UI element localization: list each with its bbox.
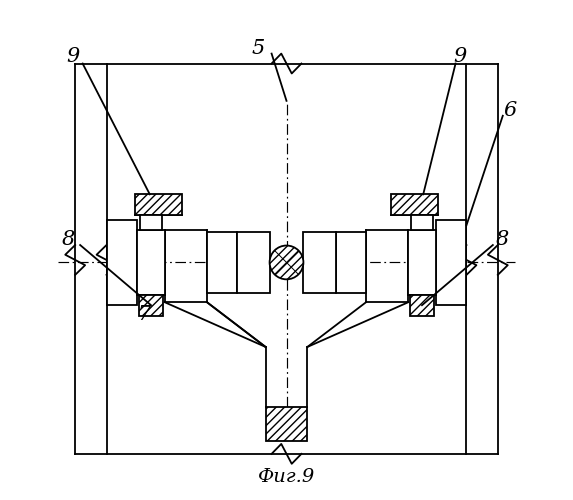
Bar — [107, 220, 138, 304]
Text: 9: 9 — [66, 47, 80, 66]
Bar — [140, 215, 162, 230]
Bar — [135, 194, 182, 215]
Bar — [266, 406, 307, 442]
Text: 5: 5 — [252, 38, 265, 58]
Text: 7: 7 — [138, 304, 151, 324]
Bar — [139, 294, 163, 316]
Bar — [135, 194, 182, 215]
Bar — [435, 220, 466, 304]
Bar — [138, 230, 164, 294]
Bar — [410, 294, 434, 316]
Text: 8: 8 — [495, 230, 509, 249]
Bar — [139, 294, 163, 316]
Bar — [391, 194, 438, 215]
Text: 9: 9 — [453, 47, 466, 66]
Text: Фиг.9: Фиг.9 — [258, 468, 315, 486]
Text: 8: 8 — [62, 230, 75, 249]
Bar — [411, 215, 433, 230]
Text: 6: 6 — [504, 101, 517, 119]
Bar — [391, 194, 438, 215]
Bar — [207, 232, 237, 294]
Bar — [409, 230, 435, 294]
Bar — [410, 294, 434, 316]
Bar — [304, 232, 336, 294]
Bar — [237, 232, 269, 294]
Circle shape — [269, 246, 304, 280]
Bar — [336, 232, 366, 294]
Bar — [266, 406, 307, 442]
